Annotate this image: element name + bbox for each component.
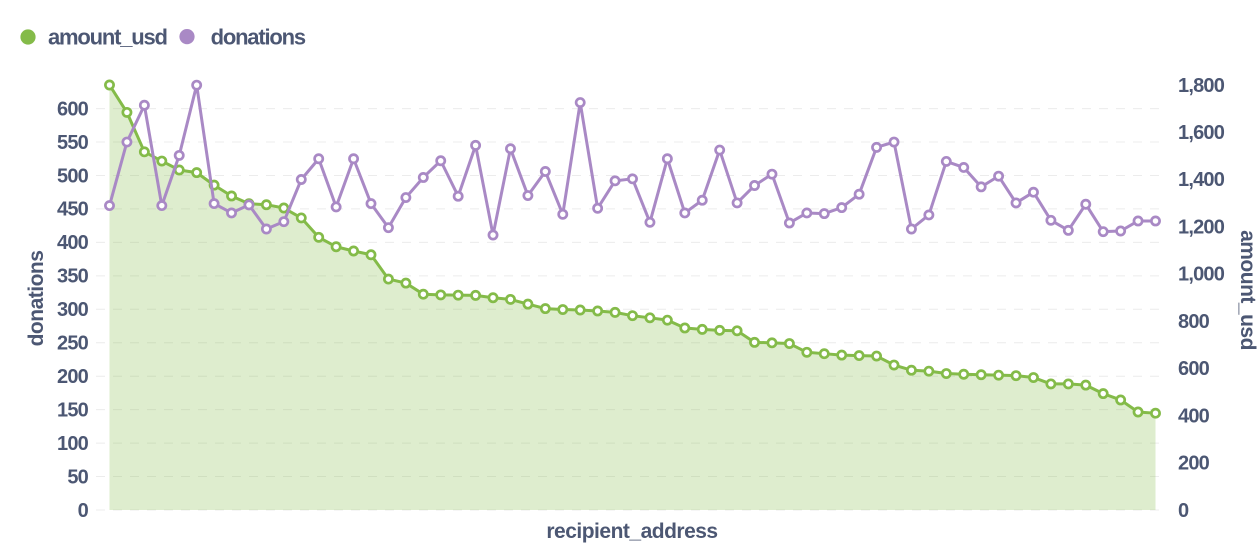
svg-text:600: 600 xyxy=(57,98,89,120)
svg-text:550: 550 xyxy=(57,132,89,154)
svg-text:400: 400 xyxy=(57,232,89,254)
svg-text:recipient_address: recipient_address xyxy=(546,520,717,543)
svg-text:1,600: 1,600 xyxy=(1178,122,1225,144)
svg-text:300: 300 xyxy=(57,299,89,321)
svg-text:1,400: 1,400 xyxy=(1178,169,1225,191)
svg-text:1,200: 1,200 xyxy=(1178,216,1225,238)
svg-text:200: 200 xyxy=(57,366,89,388)
svg-text:200: 200 xyxy=(1178,453,1210,475)
svg-text:donations: donations xyxy=(211,25,306,50)
svg-text:450: 450 xyxy=(57,199,89,221)
svg-text:1,800: 1,800 xyxy=(1178,75,1225,97)
svg-text:150: 150 xyxy=(57,399,89,421)
svg-text:amount_usd: amount_usd xyxy=(48,25,167,50)
svg-text:donations: donations xyxy=(25,251,48,347)
svg-text:250: 250 xyxy=(57,333,89,355)
svg-text:500: 500 xyxy=(57,165,89,187)
svg-text:600: 600 xyxy=(1178,358,1210,380)
svg-text:0: 0 xyxy=(78,500,89,522)
svg-text:400: 400 xyxy=(1178,405,1210,427)
svg-text:0: 0 xyxy=(1178,500,1189,522)
svg-text:800: 800 xyxy=(1178,311,1210,333)
svg-text:1,000: 1,000 xyxy=(1178,264,1225,286)
svg-text:amount_usd: amount_usd xyxy=(1236,230,1259,350)
svg-text:50: 50 xyxy=(67,466,88,488)
svg-text:100: 100 xyxy=(57,433,89,455)
svg-text:350: 350 xyxy=(57,266,89,288)
